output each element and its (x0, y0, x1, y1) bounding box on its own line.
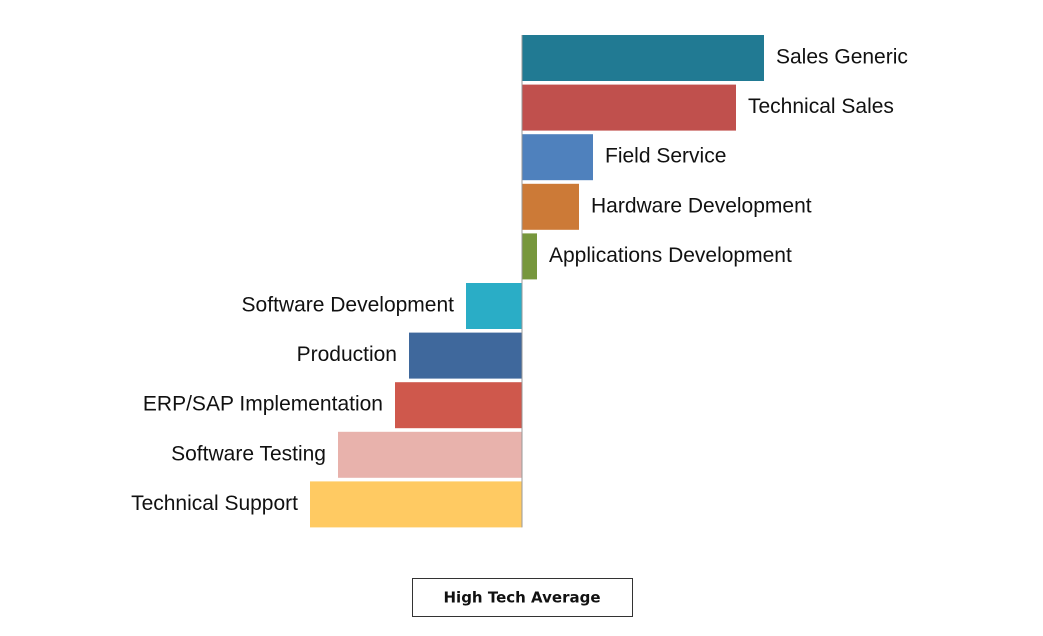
bar-label: Software Testing (171, 442, 326, 465)
bar-label: Software Development (242, 294, 455, 317)
bar (395, 382, 522, 429)
bar (338, 431, 522, 478)
bar (409, 332, 522, 379)
bar-label: Production (297, 343, 397, 366)
bar-label: Technical Support (131, 492, 298, 515)
bar (310, 481, 522, 528)
annotation-box (412, 578, 633, 617)
bar-label: Applications Development (549, 244, 792, 267)
bar (522, 35, 764, 81)
bar (522, 134, 593, 181)
annotation: High Tech Average (444, 589, 601, 607)
bar (466, 283, 522, 329)
bar (522, 183, 579, 230)
bar-label: Sales Generic (776, 46, 908, 69)
bar (522, 84, 736, 131)
bar-label: Field Service (605, 145, 726, 168)
bar (522, 233, 537, 280)
bar-label: Hardware Development (591, 194, 812, 217)
bar-label: ERP/SAP Implementation (143, 393, 383, 416)
bar-label: Technical Sales (748, 95, 894, 118)
